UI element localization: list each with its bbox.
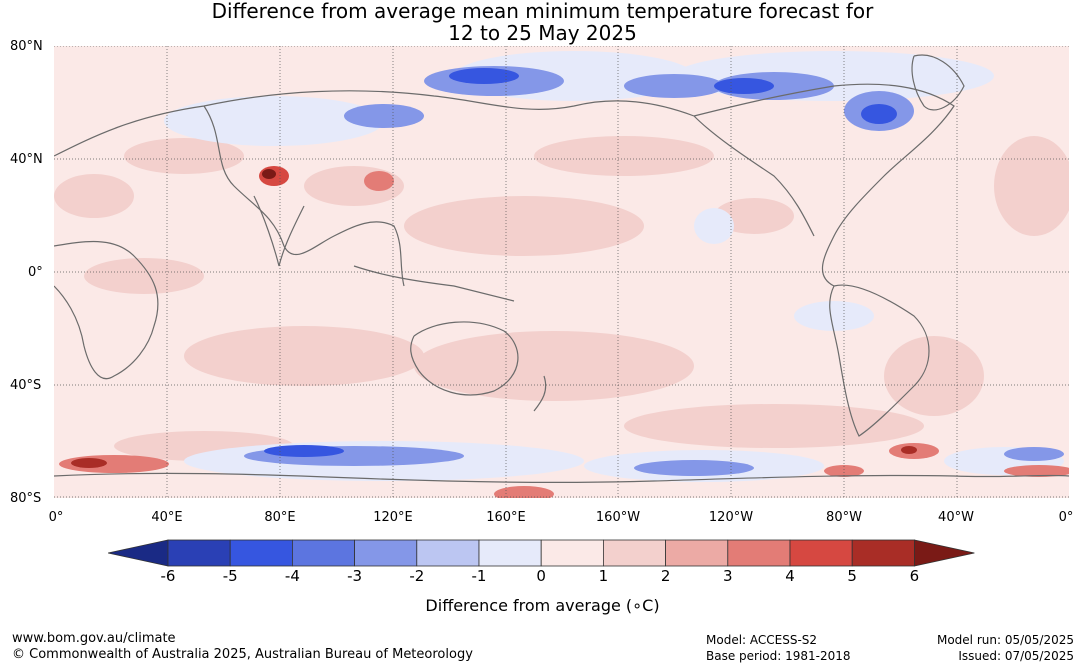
colorbar-tick-label: -5 [222, 567, 238, 585]
lon-label-0-right: 0° [1058, 510, 1074, 525]
colorbar-segment [354, 539, 418, 567]
cool-anomaly-patches [164, 51, 1064, 482]
lon-label-80e: 80°E [264, 510, 296, 525]
colorbar-tick-label: -2 [409, 567, 425, 585]
footer-url[interactable]: www.bom.gov.au/climate [12, 631, 176, 646]
greenland-coast [911, 54, 965, 111]
colorbar-segment [727, 539, 791, 567]
new-zealand-coast [533, 375, 547, 412]
lon-label-160e: 160°E [486, 510, 526, 525]
map-title-line-1: Difference from average mean minimum tem… [211, 0, 874, 23]
australia-coast [410, 321, 519, 396]
colorbar-segment [540, 539, 604, 567]
colorbar-segment [291, 539, 355, 567]
colorbar-tick-label: 6 [909, 567, 920, 585]
map-title-line-2: 12 to 25 May 2025 [448, 21, 637, 45]
colorbar-extend-high [914, 539, 975, 567]
lon-label-40e: 40°E [151, 510, 183, 525]
lat-label-80s: 80°S [10, 491, 42, 506]
colorbar-tick-label: 4 [785, 567, 795, 585]
north-america-coast [693, 83, 955, 287]
graticule [54, 46, 1069, 498]
warm-hotspots [59, 166, 1069, 498]
colorbar-tick-label: 3 [723, 567, 733, 585]
colorbar-tick-label: 2 [660, 567, 671, 585]
colorbar-segment [478, 539, 542, 567]
lat-label-80n: 80°N [10, 39, 43, 54]
colorbar [108, 539, 975, 567]
coastlines [54, 54, 1069, 484]
colorbar-segment [851, 539, 915, 567]
footer-issued: Issued: 07/05/2025 [958, 649, 1074, 663]
eurasia-coast [54, 90, 695, 287]
lon-label-0: 0° [48, 510, 64, 525]
footer-model: Model: ACCESS-S2 [706, 633, 818, 647]
lon-label-120w: 120°W [708, 510, 754, 525]
colorbar-segment [416, 539, 480, 567]
colorbar-segment [665, 539, 729, 567]
colorbar-tick-label: -4 [284, 567, 300, 585]
colorbar-label: Difference from average (∘C) [425, 596, 660, 615]
maritime-continent-coast [353, 265, 515, 302]
colorbar-segment [602, 539, 666, 567]
anomaly-field [54, 46, 1069, 498]
lon-label-40w: 40°W [938, 510, 974, 525]
south-america-coast [829, 284, 930, 437]
footer-model-run: Model run: 05/05/2025 [936, 633, 1074, 647]
lon-label-160w: 160°W [595, 510, 641, 525]
strong-cool-patches [264, 68, 897, 457]
temperature-anomaly-map [54, 46, 1069, 498]
warm-anomaly-patches [54, 136, 1069, 461]
colorbar-extend-low [108, 539, 169, 567]
colorbar-tick-label: 5 [847, 567, 857, 585]
footer-copyright: © Commonwealth of Australia 2025, Austra… [12, 647, 473, 662]
india-coast [253, 195, 305, 267]
colorbar-segment [789, 539, 853, 567]
lat-label-40s: 40°S [10, 378, 42, 393]
lat-label-40n: 40°N [10, 152, 43, 167]
africa-coast [54, 241, 159, 380]
colorbar-tick-label: 1 [598, 567, 609, 585]
antarctica-coast [54, 472, 1069, 484]
lat-label-equator: 0° [28, 265, 43, 280]
colorbar-tick-label: -6 [160, 567, 176, 585]
colorbar-segment [229, 539, 293, 567]
colorbar-tick-label: 0 [536, 567, 546, 585]
lon-label-80w: 80°W [826, 510, 862, 525]
colorbar-tick-label: -3 [347, 567, 363, 585]
colorbar-tick-label: -1 [471, 567, 487, 585]
footer-base-period: Base period: 1981-2018 [706, 649, 851, 663]
lon-label-120e: 120°E [373, 510, 413, 525]
colorbar-segment [167, 539, 231, 567]
